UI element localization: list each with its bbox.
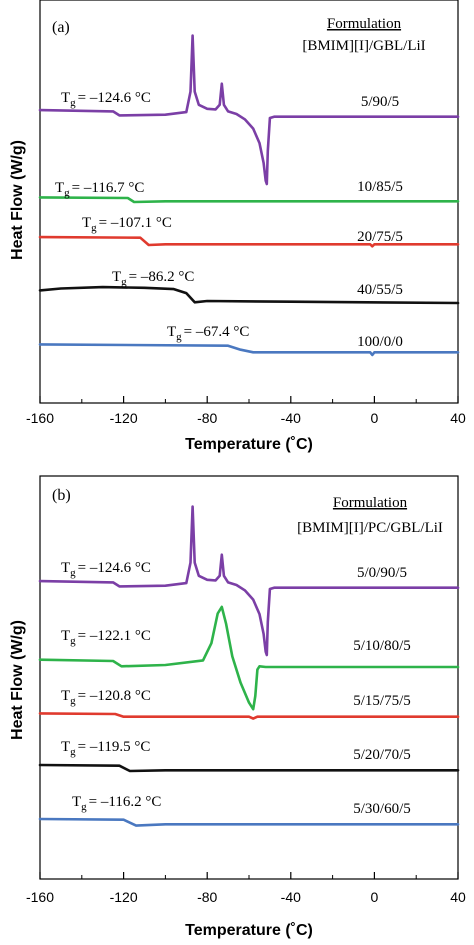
series-name-label: 5/10/80/5: [353, 638, 411, 654]
series-line-5-0-90-5: [38, 505, 460, 657]
series-line-20-75-5: [38, 235, 460, 248]
x-tick-label: -120: [110, 410, 138, 426]
series-name-label: 20/75/5: [357, 229, 403, 245]
series-name-label: 5/90/5: [361, 94, 399, 110]
x-tick-label: -160: [26, 889, 54, 905]
panel-a: (a) Formulation [BMIM][I]/GBL/LiI -160 -1…: [9, 0, 466, 453]
panel-b: (b) Formulation [BMIM][I]/PC/GBL/LiI -16…: [9, 475, 466, 939]
tg-annotation: Tg = –86.2 °C: [112, 269, 194, 288]
series-name-label: 5/20/70/5: [353, 747, 411, 763]
x-ticks-b: -160 -120 -80 -40 0 40: [26, 872, 466, 905]
tg-annotation: Tg = –124.6 °C: [61, 90, 151, 109]
x-tick-label: 40: [450, 889, 466, 905]
series-name-label: 40/55/5: [357, 282, 403, 298]
tg-annotation: Tg = –124.6 °C: [61, 560, 151, 579]
series-name-label: 100/0/0: [357, 334, 403, 350]
tg-annotation: Tg = –120.8 °C: [61, 688, 151, 707]
series-line-5-20-70-5: [38, 763, 460, 773]
x-tick-label: -40: [281, 410, 301, 426]
series-line-40-55-5: [38, 285, 460, 305]
series-line-5-90-5: [38, 34, 460, 186]
tg-annotation: Tg = –116.2 °C: [72, 794, 161, 813]
series-name-label: 10/85/5: [357, 179, 403, 195]
x-axis-label-b: Temperature (˚C): [185, 922, 313, 939]
tg-annotation: Tg = –119.5 °C: [61, 739, 150, 758]
y-axis-label-a: Heat Flow (W/g): [9, 140, 26, 260]
series-group-b: Tg = –124.6 °C 5/0/90/5 Tg = –122.1 °C 5/10/8…: [38, 505, 460, 827]
series-line-5-10-80-5: [38, 605, 460, 711]
tg-annotation: Tg = –116.7 °C: [55, 180, 144, 199]
x-tick-label: -40: [281, 889, 301, 905]
series-group-a: Tg = –124.6 °C 5/90/5 Tg = –116.7 °C 10/85/5 T…: [38, 34, 460, 357]
y-axis-label-b: Heat Flow (W/g): [9, 620, 26, 740]
x-tick-label: -80: [197, 410, 217, 426]
series-name-label: 5/30/60/5: [353, 801, 411, 817]
x-tick-label: 0: [371, 889, 379, 905]
series-line-10-85-5: [38, 196, 460, 204]
x-tick-label: 40: [450, 410, 466, 426]
series-name-label: 5/15/75/5: [353, 693, 411, 709]
x-tick-label: 0: [371, 410, 379, 426]
panel-label-b: (b): [52, 487, 71, 504]
series-line-5-15-75-5: [38, 712, 460, 720]
legend-subtitle-b: [BMIM][I]/PC/GBL/LiI: [297, 520, 443, 536]
legend-title-a: Formulation: [327, 16, 402, 32]
legend-subtitle-a: [BMIM][I]/GBL/LiI: [302, 38, 425, 54]
series-line-100-0-0: [38, 343, 460, 357]
series-line-5-30-60-5: [38, 817, 460, 827]
series-name-label: 5/0/90/5: [357, 565, 407, 581]
panel-label-a: (a): [52, 19, 70, 36]
x-axis-label-a: Temperature (˚C): [185, 436, 313, 453]
legend-title-b: Formulation: [333, 495, 408, 511]
tg-annotation: Tg = –107.1 °C: [82, 215, 172, 234]
x-tick-label: -160: [26, 410, 54, 426]
x-tick-label: -80: [197, 889, 217, 905]
x-ticks-a: -160 -120 -80 -40 0 40: [26, 396, 466, 426]
tg-annotation: Tg = –67.4 °C: [167, 324, 249, 343]
x-tick-label: -120: [110, 889, 138, 905]
tg-annotation: Tg = –122.1 °C: [61, 628, 151, 647]
